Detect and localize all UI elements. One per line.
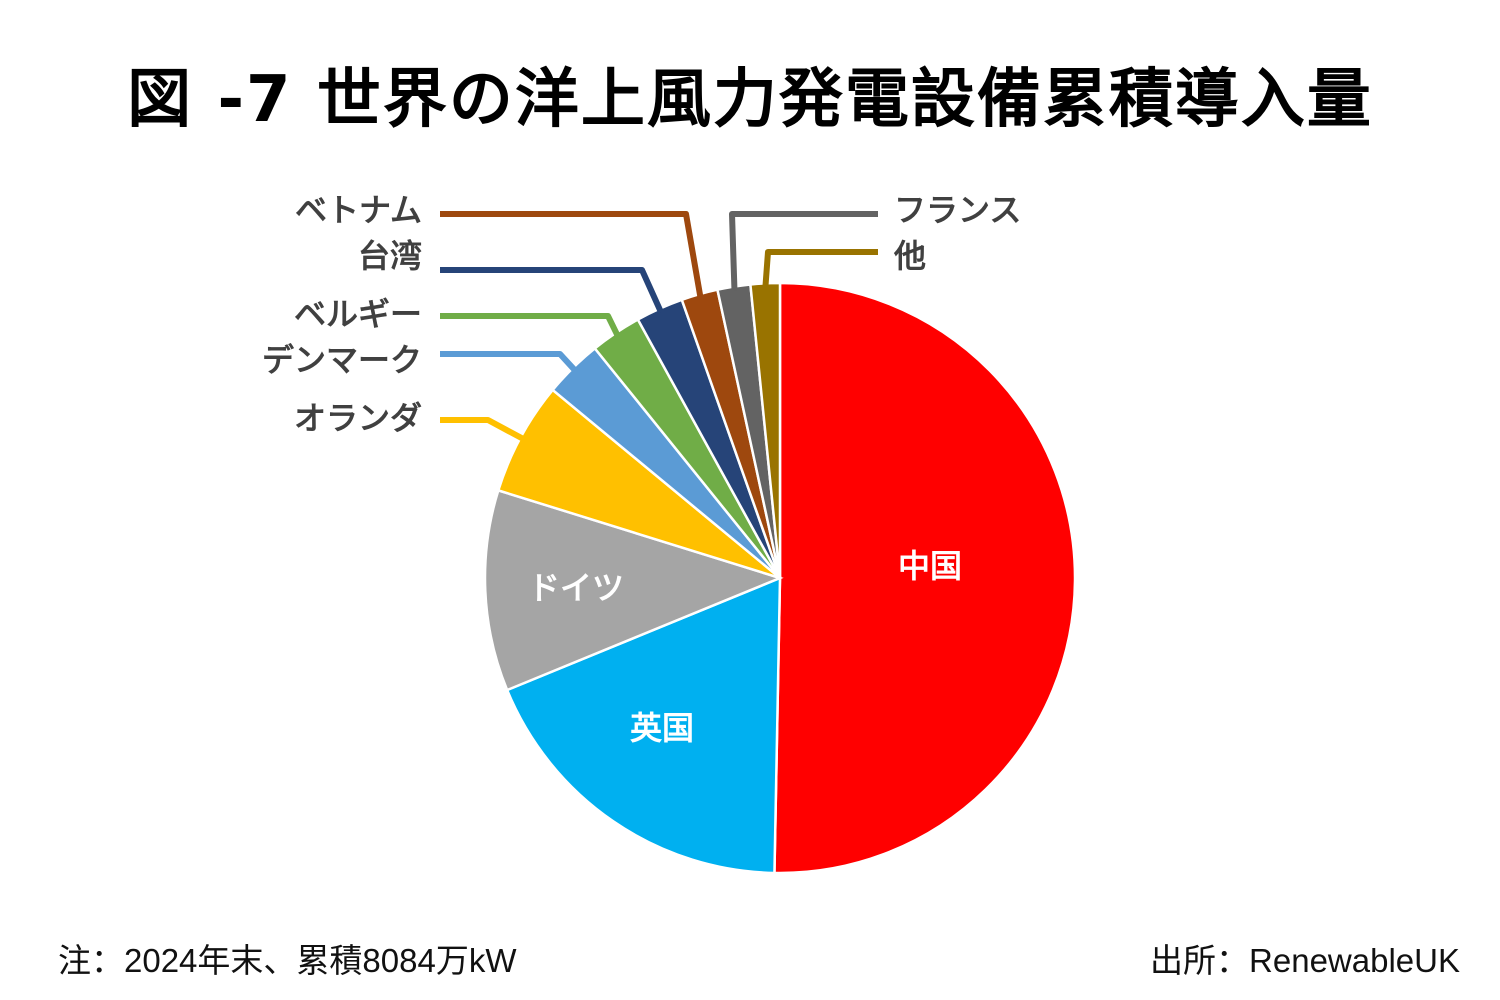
slice-label-2: ドイツ	[528, 569, 624, 607]
chart-note: 注：2024年末、累積8084万kW	[58, 942, 517, 979]
leader-lines	[440, 211, 878, 443]
slice-label-6: 台湾	[358, 237, 422, 275]
leader-line-9	[762, 249, 878, 288]
slice-label-1: 英国	[630, 709, 694, 747]
leader-line-5	[440, 313, 621, 338]
leader-line-7	[440, 211, 704, 299]
slice-label-3: オランダ	[294, 399, 422, 437]
pie-slice-2	[483, 488, 784, 692]
chart-title: 図 -7 世界の洋上風力発電設備累積導入量	[127, 63, 1373, 137]
slice-label-0: 中国	[898, 547, 962, 585]
pie-slices	[483, 281, 1077, 875]
leader-line-8	[729, 211, 878, 291]
slice-label-9: 他	[893, 237, 926, 275]
pie-slice-1	[505, 576, 782, 875]
slice-label-8: フランス	[894, 191, 1021, 229]
slice-label-4: デンマーク	[262, 341, 422, 379]
chart-source: 出所：RenewableUK	[1150, 942, 1460, 979]
leader-line-4	[440, 351, 578, 373]
leader-line-3	[440, 417, 526, 443]
pie-slice-0	[773, 281, 1077, 875]
slice-label-5: ベルギー	[294, 295, 422, 333]
leader-line-6	[440, 267, 664, 314]
slice-label-7: ベトナム	[295, 191, 422, 229]
